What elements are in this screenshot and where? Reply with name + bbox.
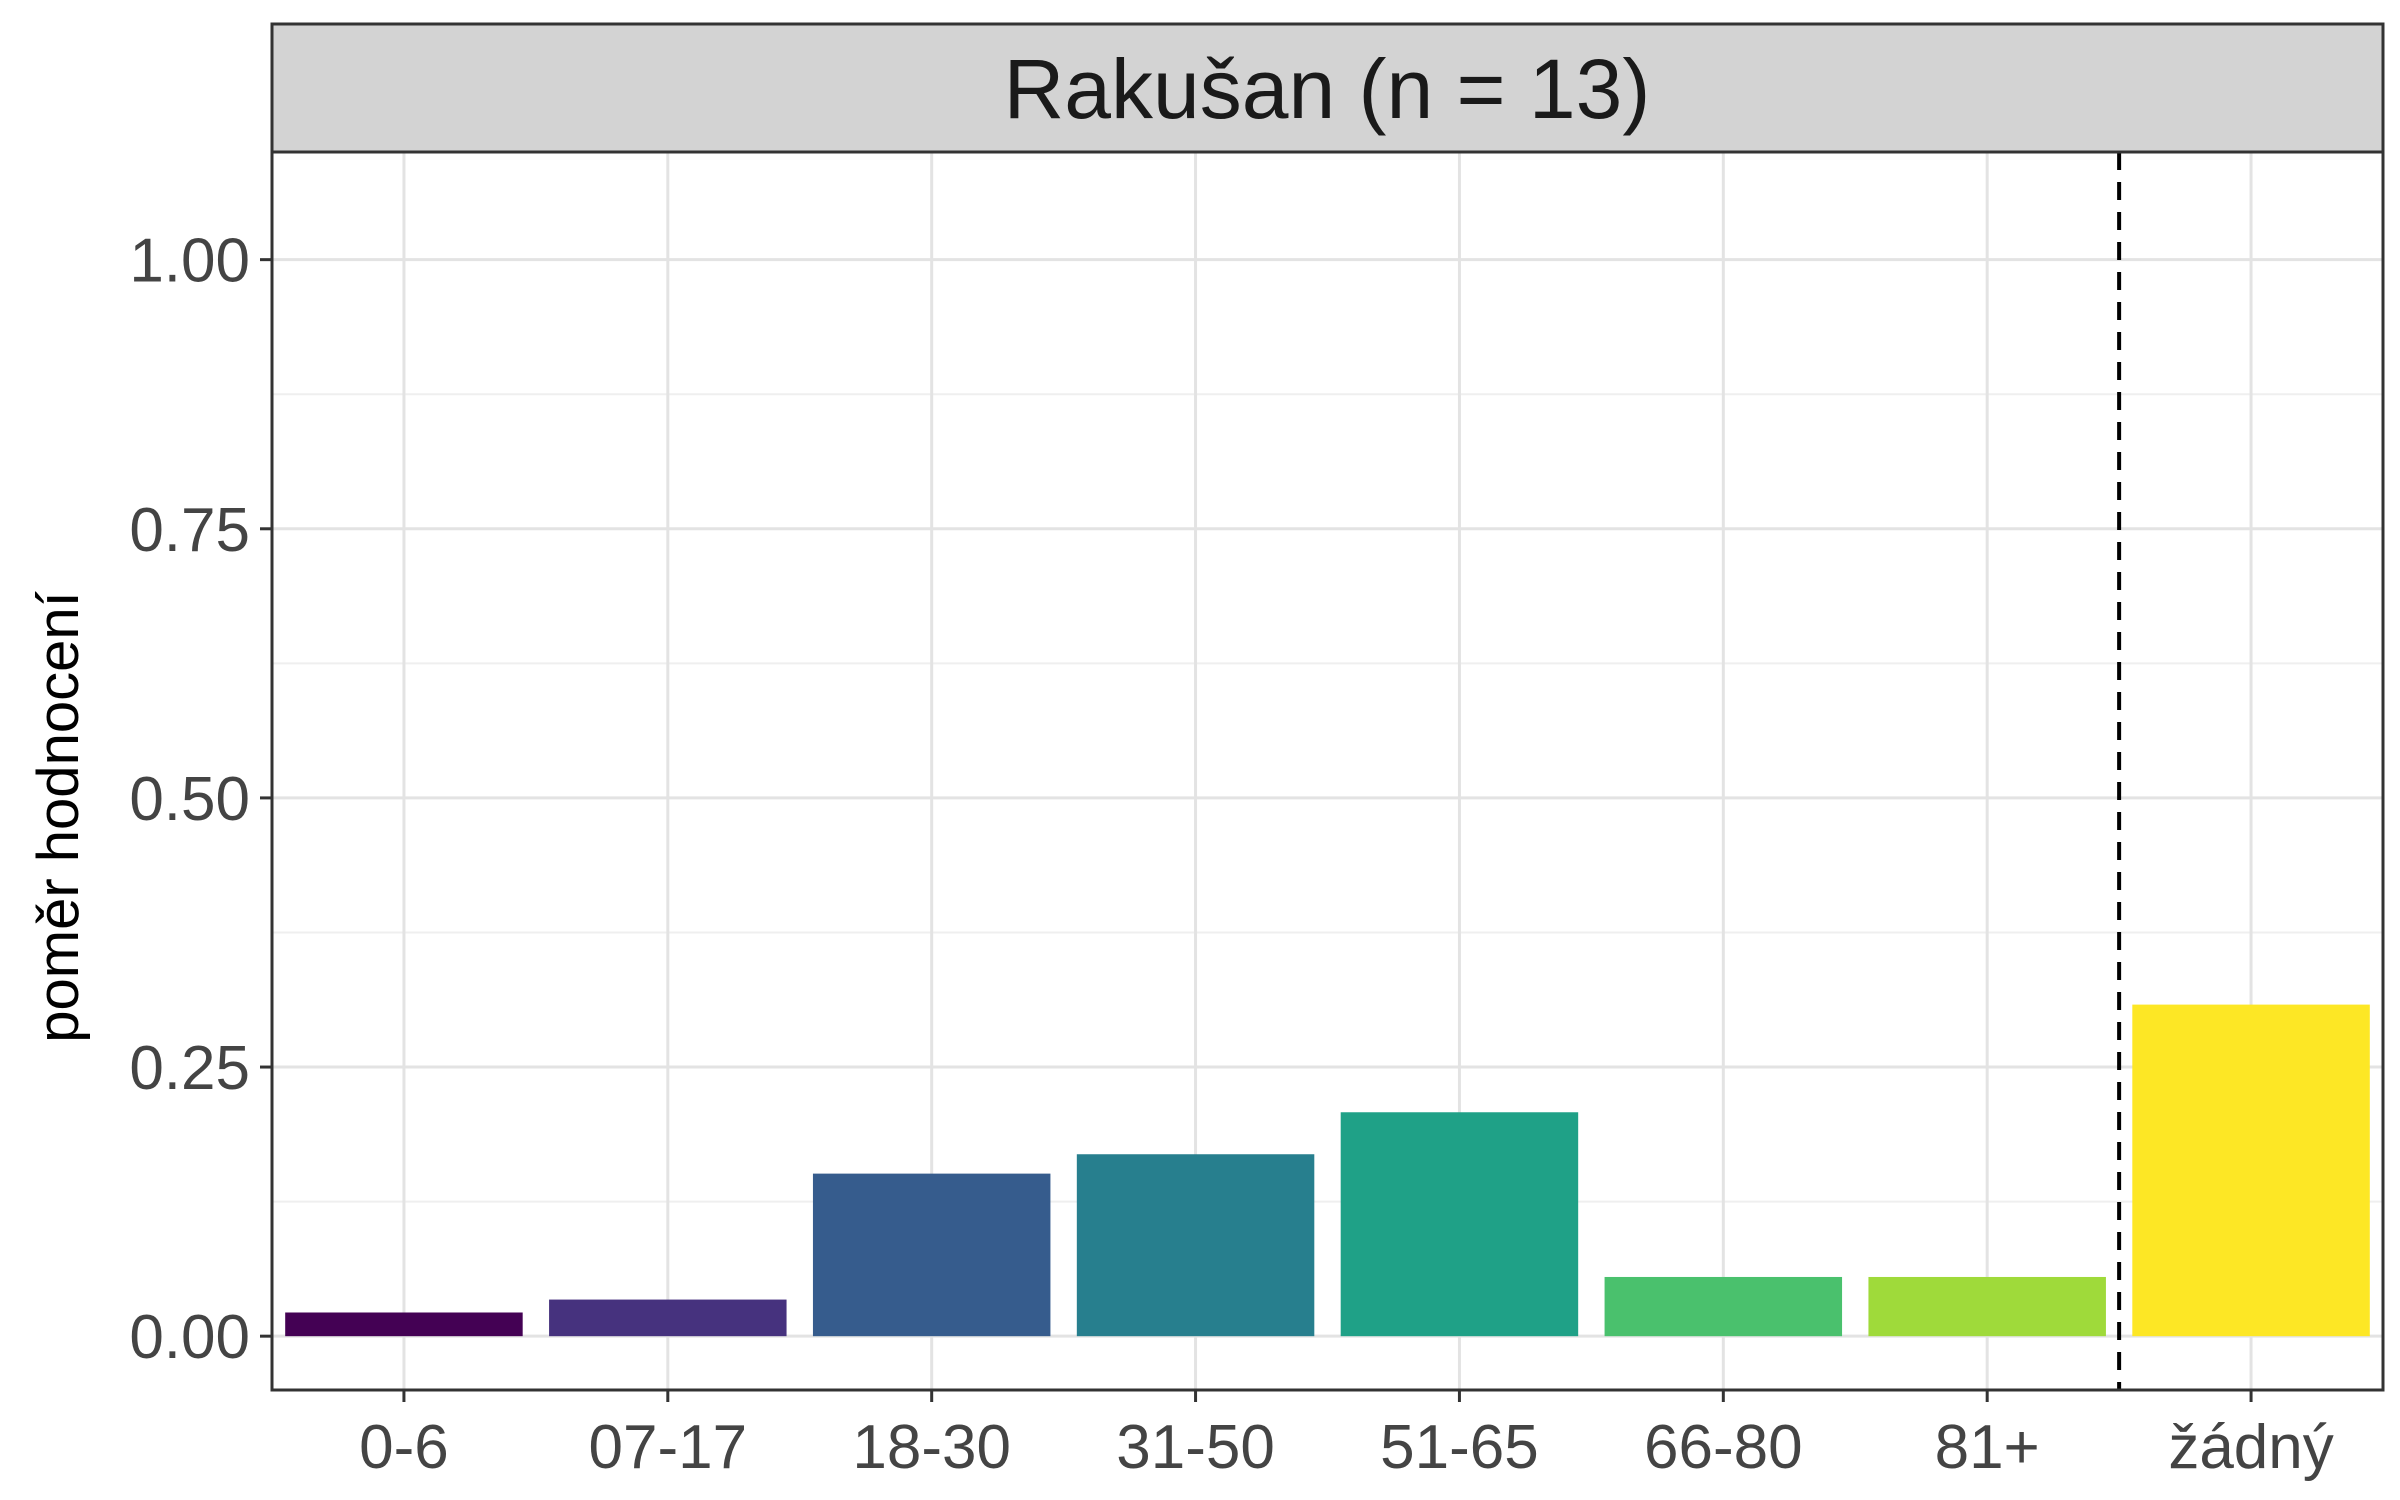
y-tick-label: 0.50 bbox=[129, 765, 250, 834]
x-tick-label: 07-17 bbox=[589, 1413, 748, 1482]
y-axis-title: poměr hodnocení bbox=[26, 591, 91, 1042]
x-axis: 0-6 07-17 18-30 31-50 51-65 66-80 81+ žádný bbox=[359, 1390, 2334, 1482]
x-tick-label: 0-6 bbox=[359, 1413, 449, 1482]
bar-31-50 bbox=[1076, 1154, 1315, 1337]
bar-66-80 bbox=[1604, 1276, 1843, 1337]
bar-81+ bbox=[1868, 1276, 2106, 1337]
y-tick-label: 0.75 bbox=[129, 496, 250, 565]
panel-background bbox=[272, 152, 2383, 1390]
y-tick-label: 0.25 bbox=[129, 1034, 250, 1103]
bar-18-30 bbox=[812, 1173, 1051, 1337]
x-tick-label: 31-50 bbox=[1116, 1413, 1275, 1482]
grid bbox=[272, 152, 2383, 1390]
bar-0-6 bbox=[285, 1312, 523, 1337]
y-axis: 0.00 0.25 0.50 0.75 1.00 bbox=[129, 227, 272, 1372]
x-tick-label: 81+ bbox=[1935, 1413, 2040, 1482]
panel-border bbox=[270, 150, 2385, 1392]
y-tick-label: 0.00 bbox=[129, 1303, 250, 1372]
bar-žádný bbox=[2132, 1004, 2370, 1337]
facet-title: Rakušan (n = 13) bbox=[1004, 42, 1651, 136]
x-tick-label: 18-30 bbox=[852, 1413, 1011, 1482]
strip-background bbox=[270, 22, 2385, 154]
y-tick-label: 1.00 bbox=[129, 227, 250, 296]
x-tick-label: žádný bbox=[2168, 1413, 2333, 1482]
bar-51-65 bbox=[1340, 1112, 1579, 1337]
bars bbox=[285, 1004, 2370, 1337]
bar-07-17 bbox=[549, 1299, 787, 1337]
x-tick-label: 51-65 bbox=[1380, 1413, 1539, 1482]
x-tick-label: 66-80 bbox=[1644, 1413, 1803, 1482]
